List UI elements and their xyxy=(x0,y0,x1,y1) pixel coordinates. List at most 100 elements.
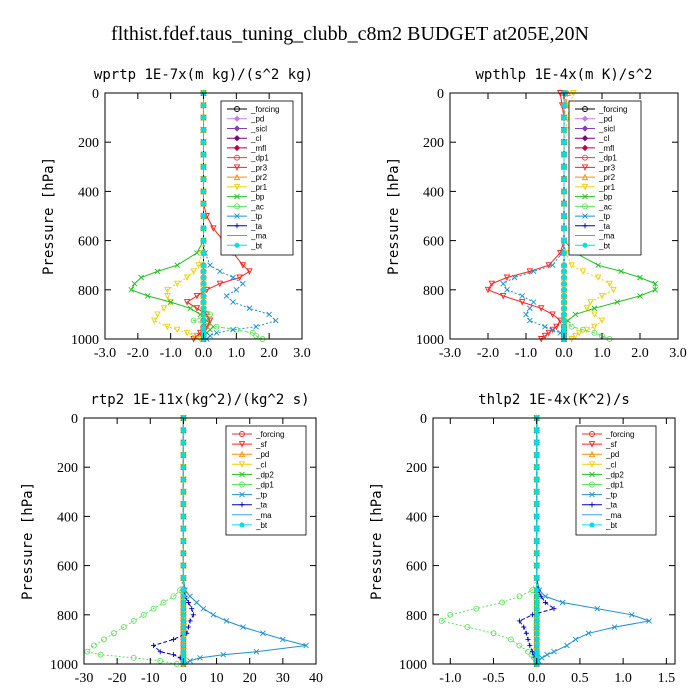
data-point xyxy=(280,636,286,643)
legend-label: _sf xyxy=(255,440,267,449)
panel-title: rtp2 1E-11x(kg^2)/(kg^2 s) xyxy=(90,392,309,408)
legend-entry: _cl xyxy=(582,460,616,469)
data-point xyxy=(201,152,206,157)
legend-label: _ma xyxy=(605,511,622,520)
legend-entry: _ma xyxy=(575,232,615,241)
data-point xyxy=(180,612,186,618)
data-point xyxy=(180,655,186,661)
legend-entry: _ta xyxy=(582,501,618,510)
legend-label: _sicl xyxy=(250,124,267,133)
legend-entry: _forcing xyxy=(582,430,634,439)
data-point xyxy=(180,427,186,433)
legend-label: _dp2 xyxy=(255,470,274,479)
data-point xyxy=(90,642,97,649)
data-point xyxy=(534,655,540,661)
data-point xyxy=(534,612,540,618)
legend-entry: _cl xyxy=(232,460,266,469)
data-point xyxy=(516,618,522,624)
legend-entry: _forcing xyxy=(227,105,279,114)
legend-label: _ma xyxy=(598,232,615,241)
data-point xyxy=(260,630,266,637)
data-point xyxy=(239,262,247,269)
data-point xyxy=(253,323,259,330)
data-point xyxy=(523,311,529,318)
data-point xyxy=(583,305,591,312)
legend-label: _pr2 xyxy=(250,173,268,182)
y-tick-label: 800 xyxy=(406,609,427,624)
data-point xyxy=(180,636,186,642)
data-point xyxy=(180,489,186,495)
y-tick-label: 1000 xyxy=(399,658,427,673)
data-point xyxy=(138,274,144,281)
data-point xyxy=(575,329,583,337)
data-point xyxy=(534,652,540,658)
y-tick-label: 400 xyxy=(423,185,444,200)
data-point xyxy=(201,164,206,170)
data-point xyxy=(534,563,540,569)
legend-box xyxy=(568,100,642,256)
y-tick-label: 0 xyxy=(420,412,427,427)
panel-title: thlp2 1E-4x(K^2)/s xyxy=(478,392,630,408)
data-point xyxy=(568,323,575,330)
data-point xyxy=(606,280,613,288)
legend-label: _dp1 xyxy=(255,481,274,490)
data-point xyxy=(572,332,579,340)
data-point xyxy=(180,600,186,605)
y-tick-label: 600 xyxy=(423,235,444,250)
data-point xyxy=(201,311,206,317)
data-point xyxy=(150,605,157,612)
data-point xyxy=(561,275,567,280)
data-point xyxy=(534,513,540,519)
data-point xyxy=(213,323,220,330)
legend-entry: _sicl xyxy=(227,124,267,133)
data-point xyxy=(190,317,197,324)
x-tick-label: -2.0 xyxy=(477,346,499,361)
data-point xyxy=(530,268,537,275)
data-point xyxy=(551,648,557,655)
y-tick-label: 400 xyxy=(406,510,427,525)
data-point xyxy=(201,201,206,207)
data-point xyxy=(210,225,217,232)
series-bt xyxy=(534,415,540,667)
data-point xyxy=(187,618,193,624)
data-point xyxy=(534,600,540,605)
data-point xyxy=(526,317,533,324)
data-point xyxy=(201,238,206,244)
series-dp1 xyxy=(84,415,187,667)
data-point xyxy=(561,327,567,333)
data-point xyxy=(561,152,567,157)
legend-entry: _dp2 xyxy=(582,470,624,479)
legend-entry: _ac xyxy=(575,202,612,211)
data-point xyxy=(180,538,186,544)
data-point xyxy=(174,326,181,334)
y-tick-label: 200 xyxy=(406,461,427,476)
data-point xyxy=(183,299,191,306)
legend-label: _sicl xyxy=(598,124,615,133)
data-point xyxy=(230,326,236,333)
series-pr1 xyxy=(151,90,207,343)
data-point xyxy=(151,317,158,325)
data-point xyxy=(591,305,598,312)
data-point xyxy=(473,605,480,612)
data-point xyxy=(272,317,279,324)
legend-entry: _mfl xyxy=(575,144,614,153)
series-ta xyxy=(151,415,196,667)
data-point xyxy=(84,648,91,655)
legend-label: _pd xyxy=(598,115,612,124)
x-tick-label: 3.0 xyxy=(669,346,687,361)
data-point xyxy=(530,299,537,305)
series-line xyxy=(487,92,565,340)
data-point xyxy=(220,651,227,658)
data-point xyxy=(201,115,206,121)
data-point xyxy=(240,624,246,630)
data-point xyxy=(523,630,529,636)
data-point xyxy=(180,593,186,599)
panel-1: wprtp 1E-7x(m kg)/(s^2 kg) Pressure [hPa]… xyxy=(41,67,313,361)
data-point xyxy=(499,599,506,606)
data-point xyxy=(170,652,176,658)
legend: _forcing_sf_pd_cl_dp2 _dp1_tp_ta_ma_bt xyxy=(575,425,657,536)
data-point xyxy=(521,624,527,630)
data-point xyxy=(652,280,659,287)
x-tick-label: 20 xyxy=(243,671,257,686)
